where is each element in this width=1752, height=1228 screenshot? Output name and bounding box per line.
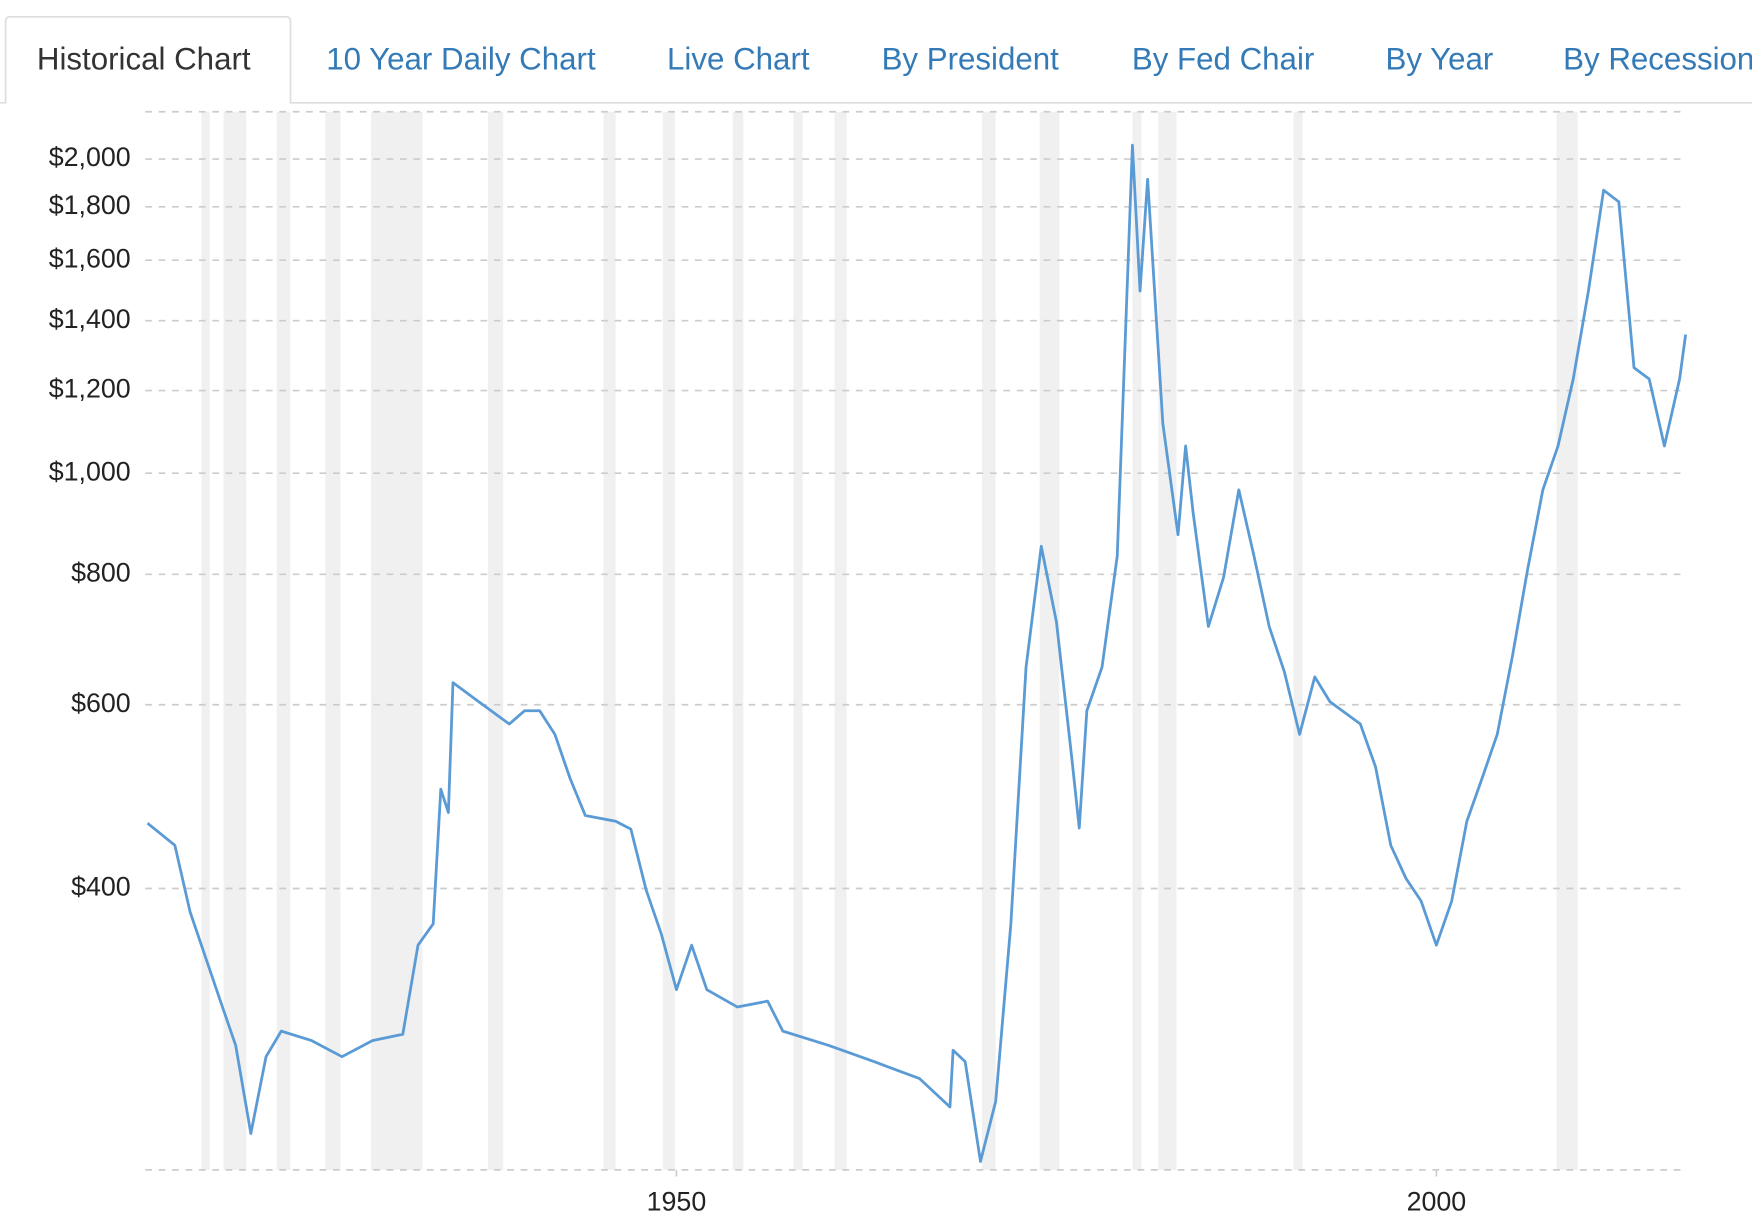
recession-band	[603, 111, 616, 1170]
recession-band	[276, 111, 291, 1170]
tab[interactable]: Historical Chart	[37, 42, 251, 77]
recession-band	[201, 111, 210, 1170]
recession-band	[1158, 111, 1177, 1170]
price-line	[146, 143, 1688, 1163]
x-tick-label: 2000	[1407, 1186, 1467, 1216]
tab[interactable]: By President	[882, 42, 1060, 77]
tab[interactable]: Live Chart	[667, 42, 810, 77]
y-tick-label: $2,000	[49, 142, 131, 172]
y-tick-label: $800	[71, 557, 131, 587]
recession-band	[223, 111, 247, 1170]
recession-band	[662, 111, 675, 1170]
y-tick-label: $1,200	[49, 374, 131, 404]
active-tab-gap	[6, 98, 290, 106]
recession-band	[1039, 111, 1060, 1170]
recession-band	[793, 111, 803, 1170]
recession-band	[834, 111, 847, 1170]
recession-band	[981, 111, 996, 1170]
recession-band	[370, 111, 423, 1170]
active-tab-border	[4, 15, 292, 103]
y-tick-label: $400	[71, 872, 131, 902]
y-tick-label: $1,600	[49, 243, 131, 273]
recession-band	[732, 111, 744, 1170]
recession-band	[1293, 111, 1303, 1170]
recession-band	[487, 111, 504, 1170]
y-tick-label: $1,800	[49, 190, 131, 220]
y-tick-label: $1,400	[49, 304, 131, 334]
tab[interactable]: By Year	[1386, 42, 1494, 77]
y-tick-label: $1,000	[49, 456, 131, 486]
recession-band	[325, 111, 341, 1170]
tab[interactable]: By Fed Chair	[1132, 42, 1314, 77]
x-tick-label: 1950	[647, 1186, 707, 1216]
y-tick-label: $600	[71, 688, 131, 718]
recession-band	[1132, 111, 1142, 1170]
tab[interactable]: By Recession	[1563, 42, 1752, 77]
tab[interactable]: 10 Year Daily Chart	[326, 42, 596, 77]
recession-band	[1556, 111, 1578, 1170]
